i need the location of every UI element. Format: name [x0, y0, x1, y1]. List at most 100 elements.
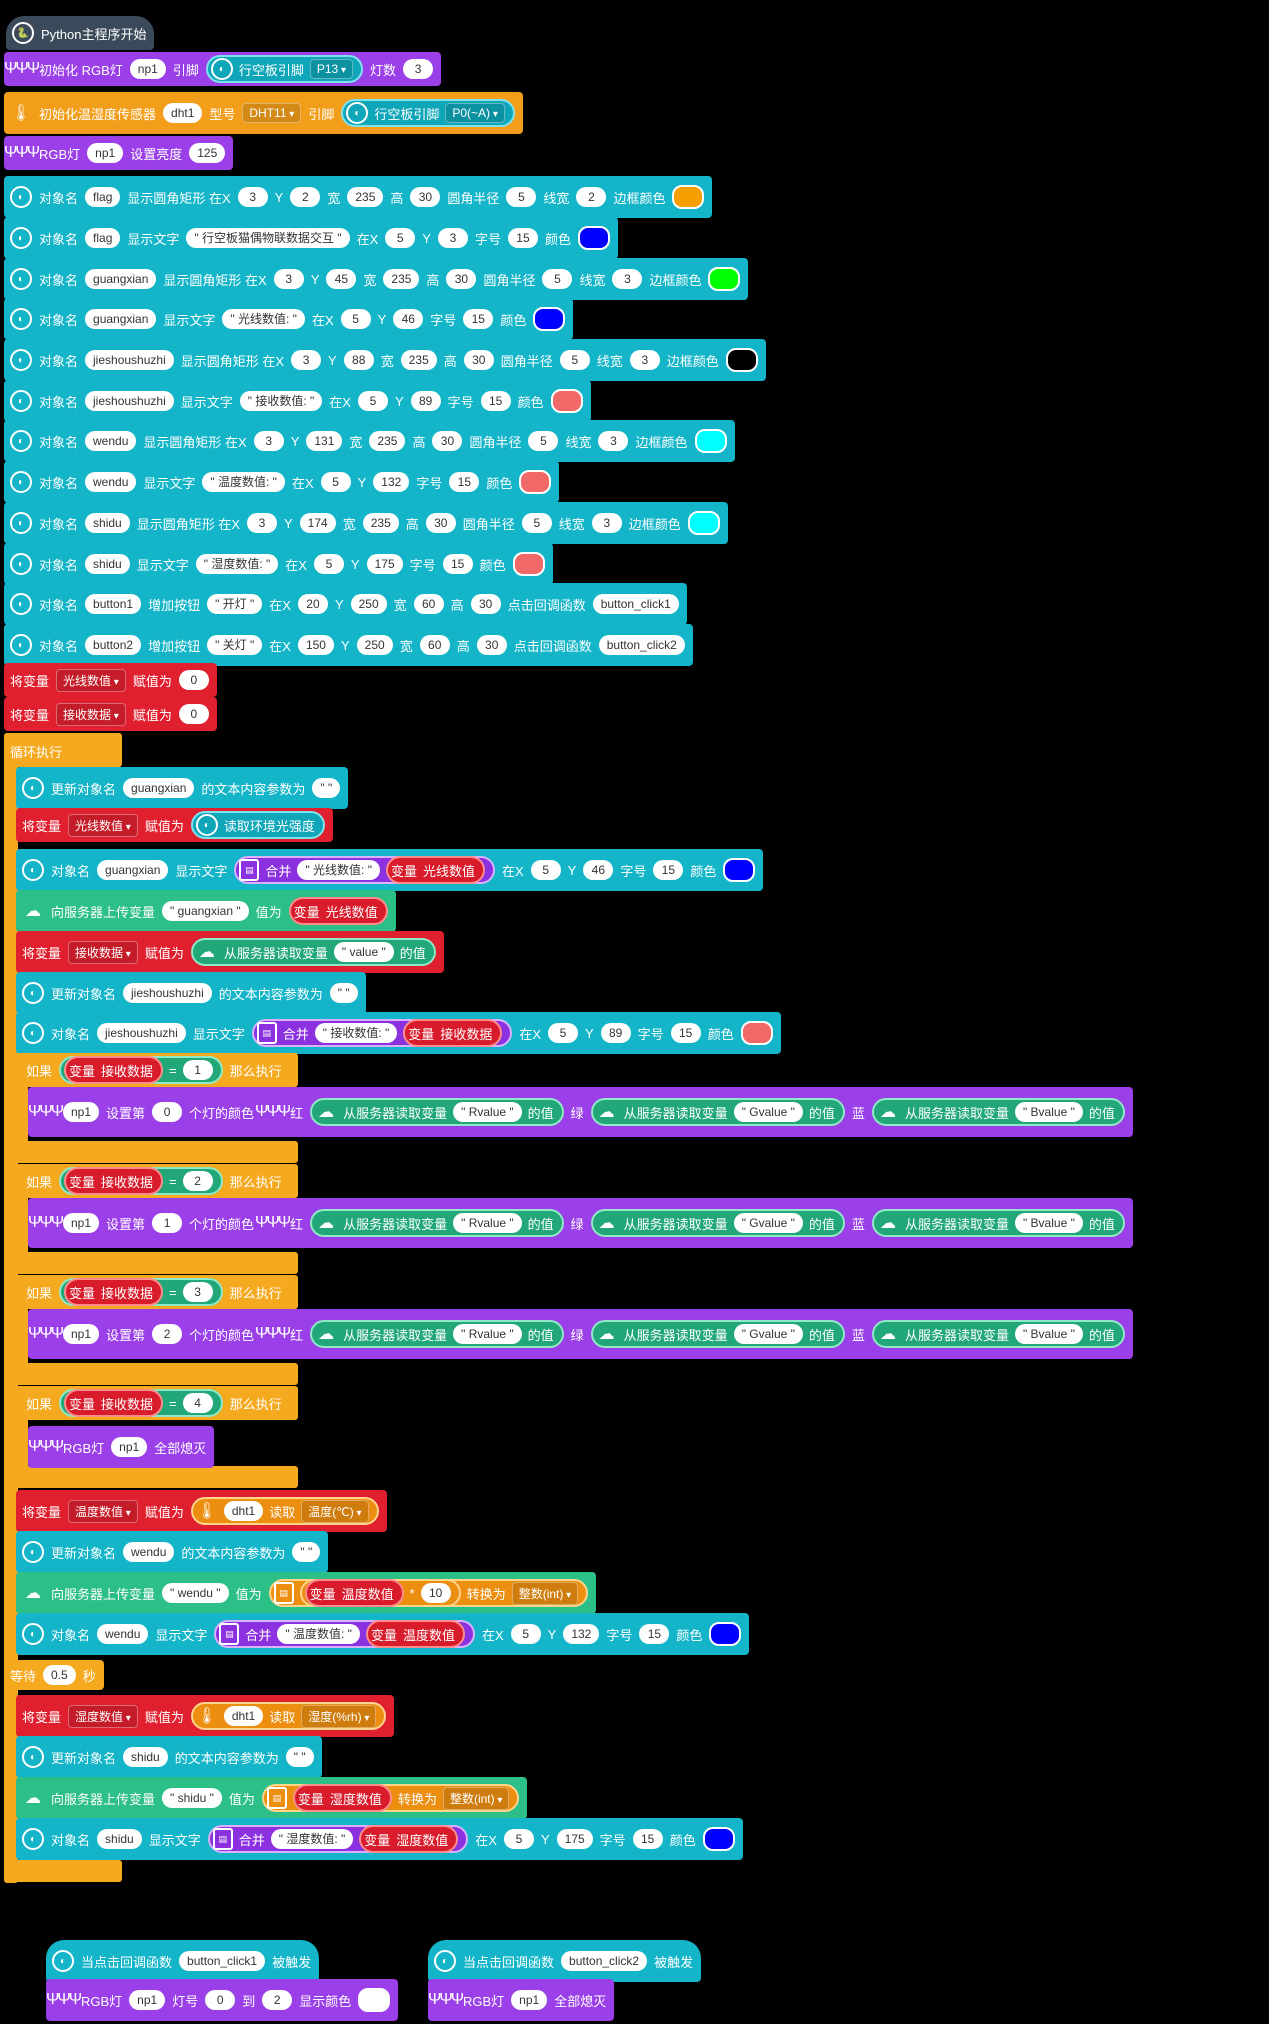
text-field[interactable]: " 湿度数值: " [270, 1829, 354, 1849]
if-condition-row[interactable]: 如果 变量 接收数据 = 2 那么执行 [20, 1164, 290, 1198]
width-field[interactable]: 235 [369, 431, 406, 451]
set-variable-block[interactable]: 将变量接收数据赋值为 ☁ 从服务器读取变量 " value " 的值 [16, 931, 444, 973]
object-name[interactable]: shidu [97, 1829, 142, 1849]
object-name[interactable]: jieshoushuzhi [85, 350, 174, 370]
text-field[interactable]: " 湿度数值: " [195, 554, 279, 574]
compare-value[interactable]: 3 [182, 1282, 213, 1302]
lamp-var[interactable]: np1 [63, 1213, 100, 1233]
variable-reporter[interactable]: 变量 温度数值 [365, 1620, 465, 1648]
server-read-reporter[interactable]: ☁ 从服务器读取变量 " Bvalue " 的值 [871, 1209, 1125, 1237]
x-field[interactable]: 5 [357, 391, 388, 411]
font-size-field[interactable]: 15 [632, 1829, 663, 1849]
variable-reporter[interactable]: 变量 湿度数值 [292, 1784, 392, 1812]
height-field[interactable]: 30 [476, 635, 507, 655]
draw-text-block[interactable]: ◐ 对象名 shidu 显示文字 " 湿度数值: " 在X 5 Y 175 字号 15 颜色 [4, 543, 553, 585]
upload-variable-block[interactable]: ☁ 向服务器上传变量 " wendu " 值为 ▤ 变量 温度数值 * 10 转换为 整数(int) [16, 1572, 597, 1614]
compare-value[interactable]: 4 [182, 1393, 213, 1413]
value-field[interactable]: 0 [178, 670, 209, 690]
light-sensor-reporter[interactable]: ◐ 读取环境光强度 [190, 811, 325, 839]
join-reporter[interactable]: ▤ 合并 " 接收数值: " 变量 接收数据 [251, 1019, 513, 1047]
height-field[interactable]: 30 [446, 269, 477, 289]
x-field[interactable]: 3 [253, 431, 284, 451]
update-object-text-block[interactable]: ◐ 更新对象名 shidu 的文本内容参数为 " " [16, 1736, 322, 1778]
draw-text-block[interactable]: ◐ 对象名 jieshoushuzhi 显示文字 ▤ 合并 " 接收数值: " 变量 接收数据在… [16, 1012, 781, 1054]
rgb-all-off-block[interactable]: ΨΨΨ RGB灯 np1 全部熄灭 [28, 1426, 215, 1468]
draw-rounded-rect-block[interactable]: ◐ 对象名 flag 显示圆角矩形 在X 3 Y 2 宽 235 高 30 圆角半径 5 线宽 2 边框颜色 [4, 176, 713, 218]
brightness-value[interactable]: 125 [189, 143, 226, 163]
radius-field[interactable]: 5 [559, 350, 590, 370]
color-swatch[interactable] [740, 1021, 773, 1045]
type-dropdown[interactable]: 整数(int) [442, 1786, 510, 1810]
object-name[interactable]: wendu [85, 472, 137, 492]
dht-var[interactable]: dht1 [223, 1706, 264, 1726]
y-field[interactable]: 250 [350, 594, 387, 614]
object-name[interactable]: button1 [85, 594, 142, 614]
color-swatch[interactable] [672, 185, 705, 209]
text-field[interactable]: " " [312, 778, 341, 798]
compare-value[interactable]: 2 [182, 1171, 213, 1191]
width-field[interactable]: 235 [362, 513, 399, 533]
server-var-name[interactable]: " Gvalue " [733, 1324, 803, 1344]
text-field[interactable]: " 接收数值: " [239, 391, 323, 411]
variable-reporter[interactable]: 变量 光线数值 [385, 856, 485, 884]
draw-text-block[interactable]: ◐ 对象名 guangxian 显示文字 " 光线数值: " 在X 5 Y 46 字号 15 颜色 [4, 298, 574, 340]
update-object-text-block[interactable]: ◐ 更新对象名 wendu 的文本内容参数为 " " [16, 1531, 329, 1573]
add-button-block[interactable]: ◐ 对象名 button2 增加按钮 " 关灯 " 在X 150 Y 250 宽 60 高 30 点击回调… [4, 624, 693, 666]
font-size-field[interactable]: 15 [639, 1624, 670, 1644]
pin-dropdown[interactable]: P0(~A) [445, 103, 505, 123]
variable-dropdown[interactable]: 湿度数值 [68, 1704, 138, 1728]
y-field[interactable]: 131 [306, 431, 343, 451]
object-name[interactable]: wendu [97, 1624, 149, 1644]
to-index[interactable]: 2 [262, 1990, 293, 2010]
callback-hat-button-click2[interactable]: ◐ 当点击回调函数 button_click2 被触发 [428, 1940, 702, 1982]
callback-name[interactable]: button_click1 [179, 1951, 266, 1971]
server-read-reporter[interactable]: ☁ 从服务器读取变量 " Bvalue " 的值 [871, 1098, 1125, 1126]
draw-rounded-rect-block[interactable]: ◐ 对象名 shidu 显示圆角矩形 在X 3 Y 174 宽 235 高 30 圆角半径 5 线宽 3 边框… [4, 502, 728, 544]
lamp-var[interactable]: np1 [511, 1990, 548, 2010]
object-name[interactable]: jieshoushuzhi [123, 983, 212, 1003]
variable-reporter[interactable]: 变量 光线数值 [288, 897, 388, 925]
compare-reporter[interactable]: 变量 接收数据 = 2 [59, 1167, 223, 1195]
object-name[interactable]: wendu [85, 431, 137, 451]
variable-reporter[interactable]: 变量 接收数据 [64, 1389, 164, 1417]
join-reporter[interactable]: ▤ 合并 " 光线数值: " 变量 光线数值 [234, 856, 495, 884]
multiply-reporter[interactable]: 变量 温度数值 * 10 [299, 1579, 461, 1607]
line-width-field[interactable]: 3 [629, 350, 660, 370]
set-lamp-color-block[interactable]: ΨΨΨ np1 设置第 2 个灯的颜色 ΨΨΨ 红 ☁ 从服务器读取变量 " Rvalue " 的值… [28, 1309, 1133, 1359]
x-field[interactable]: 5 [548, 1023, 578, 1043]
y-field[interactable]: 45 [326, 269, 357, 289]
from-index[interactable]: 0 [205, 1990, 236, 2010]
radius-field[interactable]: 5 [521, 513, 552, 533]
object-name[interactable]: shidu [85, 513, 130, 533]
server-read-reporter[interactable]: ☁ 从服务器读取变量 " value " 的值 [190, 938, 436, 966]
y-field[interactable]: 175 [366, 554, 403, 574]
compare-reporter[interactable]: 变量 接收数据 = 3 [59, 1278, 223, 1306]
lamp-var[interactable]: np1 [129, 59, 166, 79]
font-size-field[interactable]: 15 [670, 1023, 701, 1043]
init-dht-block[interactable]: 🌡 初始化温湿度传感器 dht1 型号 DHT11 引脚 ◐ 行空板引脚 P0(~A) [4, 92, 523, 134]
height-field[interactable]: 30 [463, 350, 494, 370]
compare-reporter[interactable]: 变量 接收数据 = 1 [59, 1056, 223, 1084]
line-width-field[interactable]: 3 [612, 269, 643, 289]
if-condition-row[interactable]: 如果 变量 接收数据 = 4 那么执行 [20, 1386, 290, 1420]
x-field[interactable]: 3 [273, 269, 304, 289]
height-field[interactable]: 30 [470, 594, 501, 614]
object-name[interactable]: shidu [123, 1747, 168, 1767]
callback-name[interactable]: button_click1 [592, 594, 679, 614]
x-field[interactable]: 5 [313, 554, 344, 574]
type-dropdown[interactable]: 整数(int) [511, 1581, 579, 1605]
x-field[interactable]: 3 [247, 513, 277, 533]
line-width-field[interactable]: 3 [591, 513, 622, 533]
variable-reporter[interactable]: 变量 接收数据 [64, 1278, 164, 1306]
variable-dropdown[interactable]: 接收数据 [56, 702, 126, 726]
variable-reporter[interactable]: 变量 接收数据 [64, 1167, 164, 1195]
color-swatch[interactable] [702, 1827, 735, 1851]
lamp-var[interactable]: np1 [129, 1990, 166, 2010]
add-button-block[interactable]: ◐ 对象名 button1 增加按钮 " 开灯 " 在X 20 Y 250 宽 60 高 30 点击回调函… [4, 583, 687, 625]
lamp-var[interactable]: np1 [87, 143, 124, 163]
server-read-reporter[interactable]: ☁ 从服务器读取变量 " Bvalue " 的值 [871, 1320, 1125, 1348]
value-field[interactable]: 0 [178, 704, 209, 724]
pin-dropdown[interactable]: P13 [309, 59, 354, 79]
